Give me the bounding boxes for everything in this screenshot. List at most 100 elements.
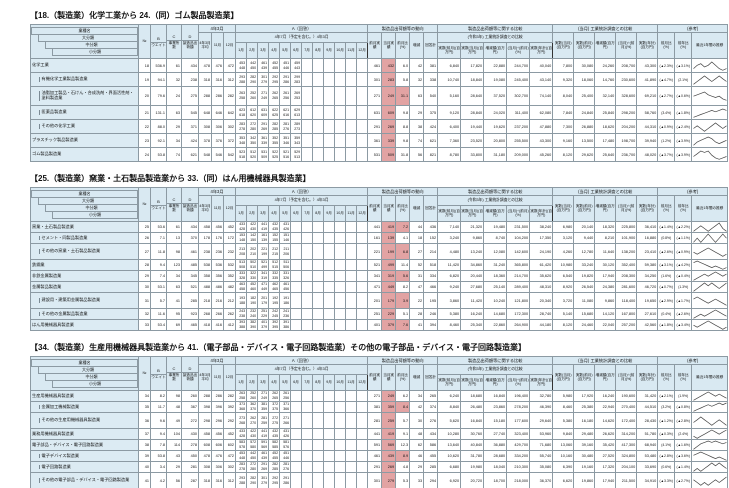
month-value-upper: 252 bbox=[250, 391, 257, 396]
cell-current-comparison: 13,500 bbox=[573, 133, 596, 148]
cell-comparison: 9,120 bbox=[437, 105, 462, 120]
cell-month: 359 343 bbox=[290, 133, 303, 148]
cell-current-comparison: 20,140 bbox=[573, 221, 596, 233]
month-value-lower: 443 bbox=[294, 65, 301, 70]
cell-current-comparison: 11,640 bbox=[594, 243, 617, 260]
cell-month: 371 366 bbox=[279, 401, 292, 413]
current-month-comparison-col-header: 実数(当月)(百万円) bbox=[552, 32, 575, 59]
cell-month bbox=[312, 58, 325, 73]
cell-month: 282 285 bbox=[268, 461, 281, 473]
cell-comparison: 74,140 bbox=[529, 86, 554, 106]
cell-industry-label: 建設用・建築用金属製品製造業 bbox=[30, 292, 139, 309]
cell-establishments: 48 bbox=[166, 401, 182, 413]
cell-row-number: 31 bbox=[138, 292, 151, 309]
cell-month: 301 279 bbox=[257, 472, 270, 488]
cell-comparison: 10,740 bbox=[437, 72, 462, 87]
cell-trend: 591 bbox=[367, 439, 383, 451]
cell-month bbox=[290, 232, 303, 244]
cell-reference-pct: (▲2.6%) bbox=[674, 308, 693, 320]
cell-sparkline bbox=[691, 72, 729, 87]
cell-trend: 291 bbox=[367, 461, 383, 473]
shipment-trend-col-header: 増減 bbox=[409, 364, 425, 391]
cell-month: 432 435 bbox=[268, 428, 281, 440]
month-value-lower: 146 bbox=[283, 238, 290, 242]
cell-month: 531 509 bbox=[257, 147, 270, 162]
cell-month bbox=[345, 319, 358, 331]
month-col-header: 10月 bbox=[334, 42, 347, 59]
cell-trend: 379 bbox=[381, 319, 397, 331]
cell-comparison: 27,680 bbox=[460, 281, 485, 293]
cell-current-comparison: 8,040 bbox=[552, 86, 575, 106]
cell-month bbox=[323, 308, 336, 320]
cell-month: 452 455 bbox=[268, 450, 281, 462]
month-col-header: 1月 bbox=[235, 374, 248, 391]
month-value-upper: 362 bbox=[250, 402, 257, 407]
comparison-group-header: 製造品出荷額等に関する比較 bbox=[437, 187, 554, 196]
prev-period-col-header: 4年3月平均 bbox=[198, 195, 212, 222]
cell-current-comparison: 9,840 bbox=[552, 428, 575, 440]
cell-industry-label: セメント・同製品製造業 bbox=[30, 232, 139, 244]
month-value-lower: 150 bbox=[250, 238, 257, 242]
industry-label-text: その他の生産用機械器具製造業 bbox=[39, 418, 137, 423]
cell-comparison: 289,400 bbox=[506, 281, 531, 293]
sparkline bbox=[693, 136, 727, 146]
month-value-lower: 348 bbox=[239, 140, 246, 145]
month-value-upper: 289 bbox=[294, 121, 301, 126]
cell-establishments: 13 bbox=[166, 232, 182, 244]
cell-fy-average: 478 bbox=[198, 58, 212, 73]
cell-month: 153 148 bbox=[235, 232, 248, 244]
month-value-lower: 446 bbox=[283, 65, 290, 70]
cell-industry-label: 金属製品製造業 bbox=[30, 281, 139, 293]
cell-establishments: 69 bbox=[166, 319, 182, 331]
month-value-upper: 433 bbox=[239, 429, 246, 434]
cell-month bbox=[312, 292, 325, 309]
month-value-lower: 245 bbox=[272, 314, 279, 318]
current-month-comparison-group-header: (当月) 工業統計調査との比較 bbox=[552, 187, 659, 196]
month-value-lower: 335 bbox=[272, 276, 279, 280]
sparkline-path bbox=[693, 391, 727, 401]
cell-month bbox=[290, 461, 303, 473]
cell-comparison: 231,500 bbox=[506, 221, 531, 233]
sparkline bbox=[693, 451, 727, 461]
cell-trend: 29 bbox=[409, 105, 425, 120]
cell-current-comparison: 204,100 bbox=[615, 461, 638, 473]
cell-comparison: 28,640 bbox=[460, 86, 485, 106]
cell-comparison: 11,420 bbox=[437, 259, 462, 271]
month-value-upper: 281 bbox=[283, 462, 290, 467]
shipment-trend-group-header: 製造品出荷額等の動向 bbox=[367, 356, 439, 365]
cell-month bbox=[290, 270, 303, 282]
cell-trend: 46 bbox=[409, 450, 425, 462]
cell-current-comparison: 17,940 bbox=[594, 472, 617, 488]
cell-month bbox=[301, 292, 314, 309]
month-value-lower: 206 bbox=[283, 251, 290, 256]
month-value-lower: 199 bbox=[261, 251, 268, 256]
month-value-upper: 371 bbox=[283, 402, 290, 407]
reference-col-header: 前月比(%) bbox=[657, 195, 676, 222]
month-value-upper: 591 bbox=[261, 440, 268, 445]
cell-current-comparison: 5,980 bbox=[552, 390, 575, 402]
cell-comparison: 20,800 bbox=[483, 133, 508, 148]
cell-comparison: 31,780 bbox=[460, 450, 485, 462]
month-value-upper: 261 bbox=[283, 391, 290, 396]
month-value-lower: 449 bbox=[261, 287, 268, 291]
cell-comparison: 142,600 bbox=[506, 243, 531, 260]
cell-month bbox=[334, 308, 347, 320]
cell-current-comparison: 25,840 bbox=[594, 105, 617, 120]
cell-trend: 540 bbox=[423, 86, 439, 106]
cell-comparison: 38,240 bbox=[529, 221, 554, 233]
cell-month: 451 446 bbox=[279, 450, 292, 462]
cell-month bbox=[334, 243, 347, 260]
cell-month: 572 580 bbox=[246, 439, 259, 451]
month-value-upper: 393 bbox=[239, 320, 246, 325]
cell-reference-pct: (▲1.8%) bbox=[674, 105, 693, 120]
cell-month bbox=[334, 439, 347, 451]
cell-month: 243 238 bbox=[235, 308, 248, 320]
month-value-lower: 516 bbox=[283, 154, 290, 159]
cell-month: 453 448 bbox=[235, 58, 248, 73]
cell-trend: 6.8 bbox=[395, 243, 411, 260]
cell-fy-average: 608 bbox=[198, 439, 212, 451]
cell-month bbox=[345, 221, 358, 233]
cell-row-number: 40 bbox=[138, 461, 151, 473]
cell-comparison: 40,040 bbox=[529, 58, 554, 73]
cell-comparison: 21,320 bbox=[460, 221, 485, 233]
